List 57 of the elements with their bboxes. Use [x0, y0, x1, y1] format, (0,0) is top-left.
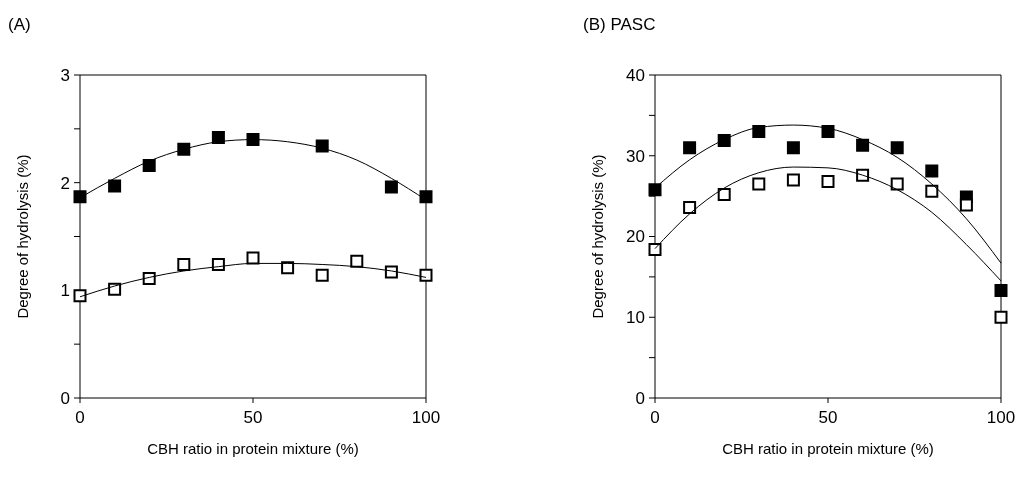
point	[246, 133, 260, 147]
point	[73, 190, 87, 204]
y-tick-label: 1	[60, 281, 70, 301]
point	[211, 130, 225, 144]
point	[786, 141, 800, 155]
point	[959, 198, 973, 212]
point	[717, 188, 731, 202]
point	[419, 268, 433, 282]
point	[384, 180, 398, 194]
x-axis-title: CBH ratio in protein mixture (%)	[147, 440, 359, 457]
point	[315, 139, 329, 153]
y-tick-label: 0	[635, 388, 645, 408]
point	[683, 141, 697, 155]
point	[925, 184, 939, 198]
point	[142, 158, 156, 172]
x-tick-label: 100	[411, 408, 441, 427]
point	[177, 257, 191, 271]
point	[350, 254, 364, 268]
point	[717, 133, 731, 147]
point	[648, 183, 662, 197]
point	[821, 125, 835, 139]
point	[821, 175, 835, 189]
point	[856, 138, 870, 152]
point	[419, 190, 433, 204]
chart-title: (A)	[8, 15, 31, 34]
y-tick-label: 40	[626, 65, 645, 85]
x-tick-label: 100	[986, 408, 1016, 427]
point	[890, 177, 904, 191]
point	[683, 200, 697, 214]
x-tick-label: 0	[75, 408, 85, 427]
point	[281, 261, 295, 275]
point	[994, 284, 1008, 298]
x-tick-label: 50	[818, 408, 838, 427]
x-tick-label: 0	[650, 408, 660, 427]
x-axis-title: CBH ratio in protein mixture (%)	[722, 440, 934, 457]
point	[315, 268, 329, 282]
y-tick-label: 3	[60, 65, 70, 85]
point	[177, 142, 191, 156]
point	[246, 251, 260, 265]
point	[752, 125, 766, 139]
point	[994, 310, 1008, 324]
point	[786, 173, 800, 187]
y-tick-label: 20	[626, 227, 645, 247]
point	[925, 164, 939, 178]
y-tick-label: 2	[60, 173, 70, 193]
y-tick-label: 30	[626, 146, 645, 166]
point	[108, 179, 122, 193]
point	[73, 289, 87, 303]
chart-title: (B) PASC	[583, 15, 656, 34]
y-axis-title: Degree of hydrolysis (%)	[589, 154, 606, 319]
point	[890, 141, 904, 155]
y-tick-label: 10	[626, 308, 645, 328]
y-tick-label: 0	[60, 388, 70, 408]
point	[752, 177, 766, 191]
x-tick-label: 50	[243, 408, 263, 427]
point	[648, 242, 662, 256]
y-axis-title: Degree of hydrolysis (%)	[14, 154, 31, 319]
